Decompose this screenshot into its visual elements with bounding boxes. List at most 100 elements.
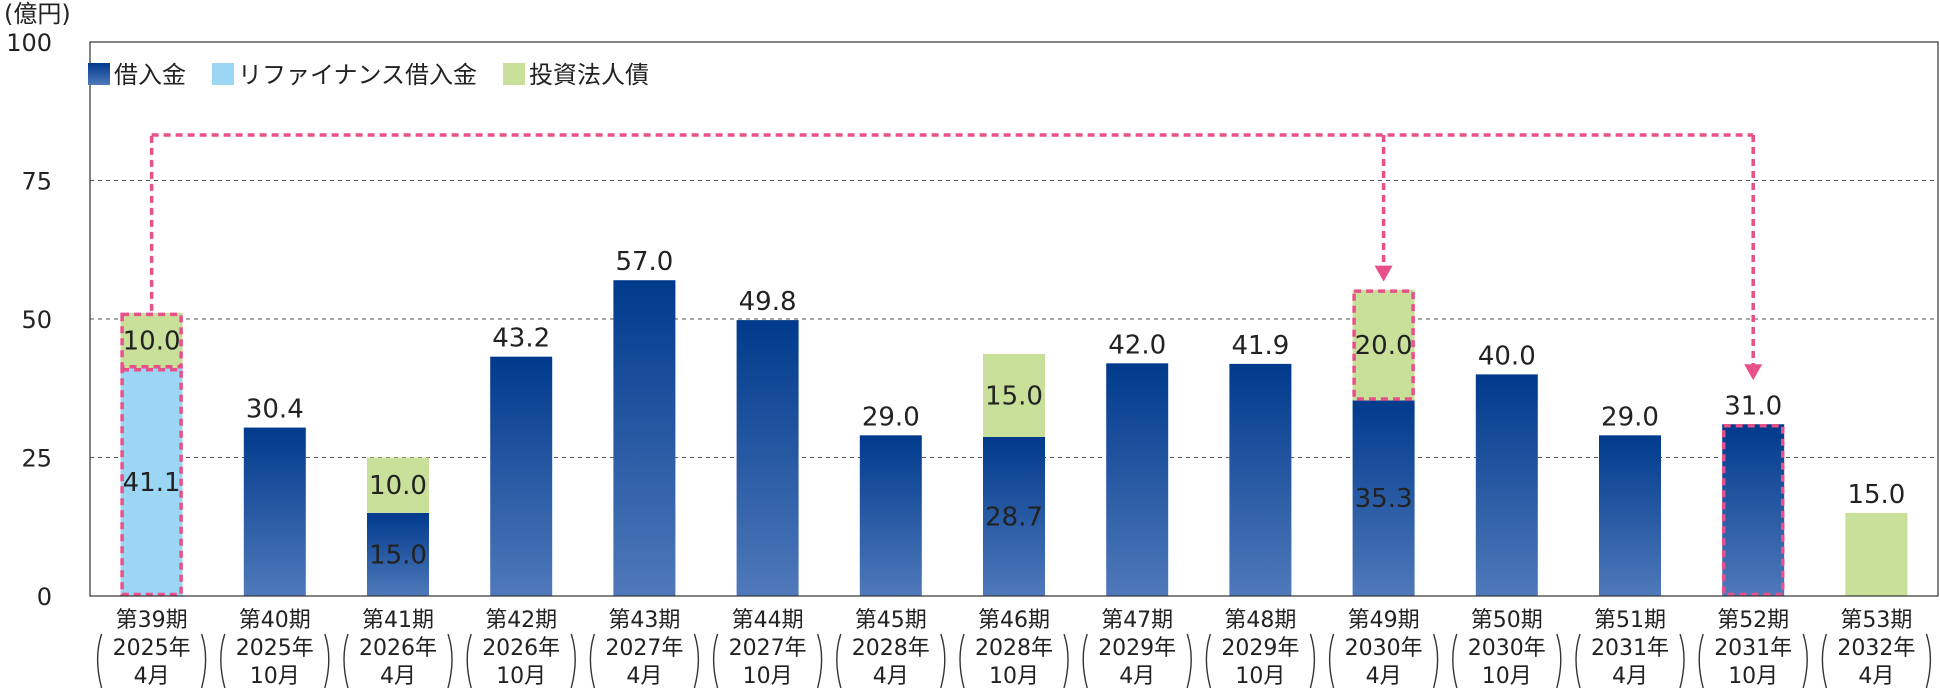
- x-tick-bracket-left-11: [1452, 633, 1458, 689]
- bar-refi-0: [120, 368, 183, 596]
- value-label-bond-7: 15.0: [985, 381, 1043, 411]
- y-tick-label-0: 0: [37, 583, 52, 611]
- highlight-box-13: [1721, 424, 1785, 597]
- y-axis-unit-label: (億円): [4, 0, 71, 28]
- y-tick-label-25: 25: [21, 445, 52, 473]
- total-label-6: 29.0: [862, 402, 920, 432]
- x-tick-month-3: 10月: [496, 664, 546, 689]
- bar-loan-11: [1475, 374, 1538, 596]
- total-label-14: 15.0: [1847, 480, 1905, 510]
- x-tick-period-0: 第39期: [116, 608, 188, 633]
- x-tick-bracket-right-14: [1925, 633, 1932, 689]
- x-tick-month-11: 10月: [1482, 664, 1532, 689]
- x-tick-month-2: 4月: [380, 664, 416, 689]
- y-tick-label-100: 100: [6, 29, 52, 57]
- bar-loan-13: [1722, 424, 1785, 596]
- total-label-1: 30.4: [246, 395, 304, 425]
- legend-swatch-refi: [212, 63, 234, 85]
- total-label-3: 43.2: [492, 324, 550, 354]
- total-label-9: 41.9: [1231, 331, 1289, 361]
- axis-layer: 0 25 50 75 100 第39期 2025年 4月 第40期 2025年 10月 第41期 202…: [6, 29, 1939, 689]
- value-label-bond-10: 20.0: [1355, 331, 1413, 361]
- total-label-13: 31.0: [1724, 391, 1782, 421]
- x-tick-month-1: 10月: [250, 664, 300, 689]
- x-tick-period-1: 第40期: [239, 608, 311, 633]
- x-tick-bracket-left-14: [1821, 633, 1828, 689]
- x-tick-year-3: 2026年: [482, 636, 560, 661]
- x-tick-bracket-right-12: [1679, 633, 1685, 689]
- x-tick-month-10: 4月: [1366, 664, 1402, 689]
- bar-loan-8: [1106, 363, 1169, 596]
- arrowhead-10: [1374, 265, 1393, 282]
- x-tick-bracket-right-0: [200, 633, 207, 689]
- x-tick-bracket-right-9: [1309, 633, 1316, 689]
- value-label-bond-2: 10.0: [369, 471, 427, 501]
- legend-label-loan: 借入金: [114, 61, 186, 89]
- x-tick-bracket-right-7: [1063, 633, 1069, 689]
- x-tick-period-7: 第46期: [978, 608, 1050, 633]
- x-tick-year-0: 2025年: [113, 636, 191, 661]
- x-tick-month-14: 4月: [1858, 664, 1894, 689]
- total-label-5: 49.8: [739, 287, 797, 317]
- x-tick-year-5: 2027年: [729, 636, 807, 661]
- x-tick-period-10: 第49期: [1348, 608, 1420, 633]
- bar-bond-0: [120, 312, 183, 369]
- x-tick-bracket-left-9: [1205, 633, 1212, 689]
- bar-loan-7: [983, 437, 1045, 596]
- x-tick-bracket-right-10: [1432, 633, 1439, 689]
- value-label-loan-2: 15.0: [369, 540, 427, 570]
- value-label-loan-7: 28.7: [985, 503, 1043, 533]
- bar-loan-2: [367, 512, 429, 596]
- x-tick-bracket-left-0: [96, 633, 103, 689]
- x-tick-month-8: 4月: [1119, 664, 1155, 689]
- x-tick-year-1: 2025年: [236, 636, 314, 661]
- bar-bond-10: [1352, 289, 1415, 401]
- bar-bond-7: [983, 353, 1045, 438]
- x-tick-month-13: 10月: [1728, 664, 1778, 689]
- bar-loan-9: [1229, 363, 1292, 596]
- bars-layer: [120, 280, 1908, 596]
- x-tick-month-4: 4月: [626, 664, 662, 689]
- x-tick-bracket-left-5: [712, 633, 719, 689]
- value-label-bond-0: 10.0: [123, 327, 181, 357]
- x-tick-month-7: 10月: [989, 664, 1039, 689]
- x-tick-bracket-left-1: [220, 633, 226, 689]
- x-tick-month-5: 10月: [743, 664, 793, 689]
- x-tick-bracket-right-5: [816, 633, 823, 689]
- legend: 借入金 リファイナンス借入金 投資法人債: [88, 61, 649, 89]
- legend-label-bond: 投資法人債: [529, 61, 649, 89]
- x-tick-year-10: 2030年: [1345, 636, 1423, 661]
- x-tick-period-6: 第45期: [855, 608, 927, 633]
- plot-frame: [89, 41, 1939, 597]
- x-tick-bracket-left-6: [836, 633, 842, 689]
- x-tick-bracket-left-10: [1328, 633, 1335, 689]
- total-label-8: 42.0: [1108, 330, 1166, 360]
- x-tick-year-7: 2028年: [975, 636, 1053, 661]
- x-tick-bracket-left-4: [589, 633, 596, 689]
- labels-layer: 41.1 10.0 30.4 15.0 10.0 43.2 57.0 49.8 29.0 28.7…: [123, 247, 1906, 570]
- highlight-box-0: [120, 312, 183, 369]
- x-tick-year-6: 2028年: [852, 636, 930, 661]
- legend-swatch-loan: [88, 63, 110, 85]
- x-tick-bracket-left-13: [1698, 633, 1704, 689]
- x-tick-bracket-left-8: [1082, 633, 1088, 689]
- x-tick-bracket-left-7: [959, 633, 965, 689]
- x-tick-year-12: 2031年: [1591, 636, 1669, 661]
- x-tick-bracket-right-6: [940, 633, 946, 689]
- x-tick-period-12: 第51期: [1594, 608, 1666, 633]
- bar-loan-3: [490, 356, 553, 596]
- x-tick-period-8: 第47期: [1101, 608, 1173, 633]
- x-tick-period-5: 第44期: [732, 608, 804, 633]
- x-tick-year-2: 2026年: [359, 636, 437, 661]
- x-tick-bracket-right-8: [1186, 633, 1192, 689]
- x-tick-year-13: 2031年: [1714, 636, 1792, 661]
- x-tick-year-14: 2032年: [1837, 636, 1915, 661]
- x-tick-period-11: 第50期: [1471, 608, 1543, 633]
- x-tick-period-3: 第42期: [485, 608, 557, 633]
- highlight-box-0: [120, 368, 183, 597]
- bar-loan-5: [736, 320, 799, 596]
- x-tick-period-2: 第41期: [362, 608, 434, 633]
- highlight-box-10: [1352, 289, 1415, 401]
- total-label-12: 29.0: [1601, 402, 1659, 432]
